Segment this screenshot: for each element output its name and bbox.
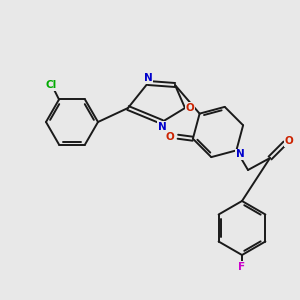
Text: N: N <box>158 122 166 132</box>
Text: N: N <box>236 149 245 159</box>
Text: O: O <box>285 136 293 146</box>
Text: N: N <box>144 73 152 83</box>
Text: Cl: Cl <box>45 80 57 91</box>
Text: F: F <box>238 262 246 272</box>
Text: O: O <box>186 103 194 113</box>
Text: O: O <box>166 132 174 142</box>
